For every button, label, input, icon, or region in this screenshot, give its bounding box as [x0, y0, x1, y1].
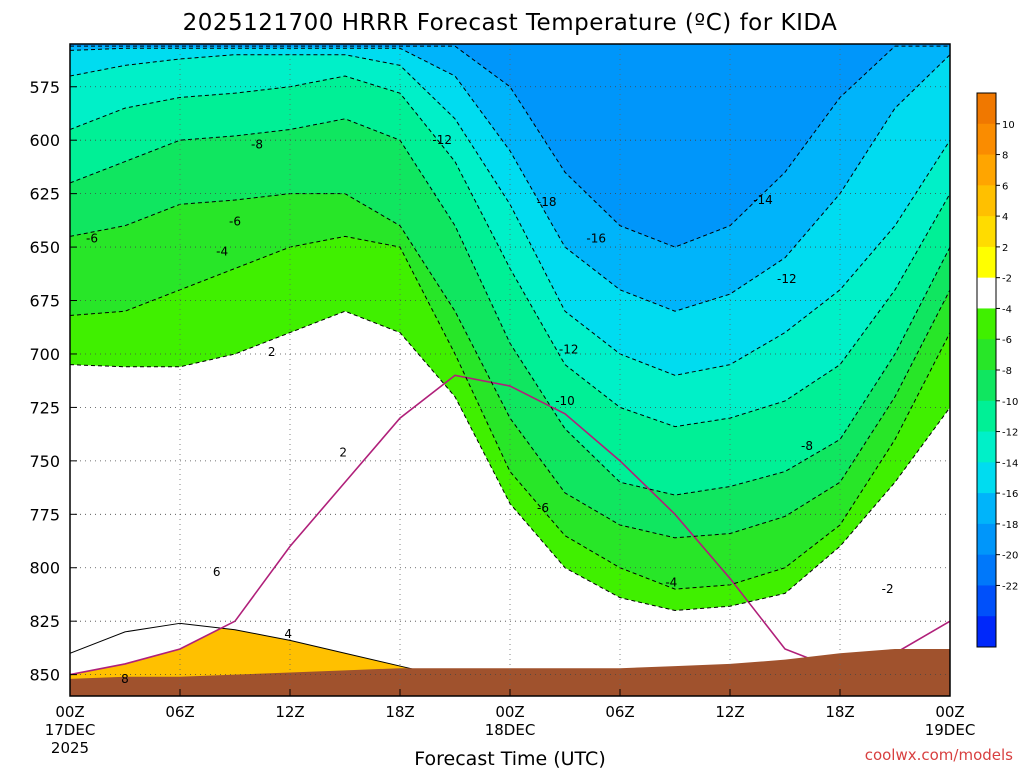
- contour-label: 4: [284, 627, 292, 641]
- colorbar-swatch: [977, 216, 996, 248]
- colorbar-label: 6: [1002, 181, 1008, 192]
- contour-label: 8: [121, 672, 129, 686]
- chart-title: 2025121700 HRRR Forecast Temperature (ºC…: [183, 10, 838, 36]
- colorbar-swatch: [977, 154, 996, 186]
- contour-label: -10: [555, 394, 575, 408]
- x-tick-date: 17DEC: [45, 721, 96, 739]
- y-tick-label: 725: [29, 398, 60, 417]
- watermark: coolwx.com/models: [865, 746, 1013, 764]
- contour-label: -18: [537, 195, 557, 209]
- colorbar-swatch: [977, 277, 996, 309]
- isotherm-line--6: [70, 193, 950, 539]
- isotherm-line--2: [70, 310, 950, 611]
- colorbar-label: -12: [1002, 428, 1018, 439]
- y-tick-label: 700: [29, 345, 60, 364]
- x-tick-label: 00Z: [55, 703, 84, 721]
- contour-labels: -8 -6 -6 -4 -12 -18 -16 -14 -12 -12 -10 -8 -6 -4 -2 2 2 6…: [86, 133, 894, 686]
- x-tick-date: 18DEC: [485, 721, 536, 739]
- colorbar-swatch: [977, 123, 996, 156]
- y-tick-label: 800: [29, 559, 60, 578]
- x-tick-year: 2025: [51, 739, 89, 757]
- x-tick-label: 06Z: [605, 703, 634, 721]
- colorbar-label: 10: [1002, 120, 1015, 131]
- contour-label: 2: [339, 445, 347, 459]
- y-tick-label: 850: [29, 666, 60, 685]
- colorbar-label: -6: [1002, 335, 1012, 346]
- colorbar-label: -8: [1002, 366, 1012, 377]
- x-axis-title: Forecast Time (UTC): [414, 748, 605, 768]
- y-axis: 575 600 625 650 675 700 725 750 775 800 825 850: [29, 78, 77, 685]
- contour-label: -6: [229, 214, 241, 228]
- x-tick-label: 06Z: [165, 703, 194, 721]
- colorbar-label: -4: [1002, 304, 1012, 315]
- colorbar-swatch: [977, 308, 996, 340]
- isotherm-line--10: [70, 75, 950, 428]
- y-tick-label: 750: [29, 452, 60, 471]
- colorbar-label: 4: [1002, 212, 1008, 223]
- y-tick-label: 675: [29, 292, 60, 311]
- isotherm-line--12: [70, 54, 950, 376]
- colorbar-label: -16: [1002, 489, 1018, 500]
- colorbar-swatch: [977, 431, 996, 463]
- contour-label: 6: [213, 565, 221, 579]
- contour-label: -4: [665, 576, 677, 590]
- x-tick-label: 18Z: [385, 703, 414, 721]
- colorbar-label: -10: [1002, 397, 1018, 408]
- contour-label: -2: [882, 582, 894, 596]
- x-tick-label: 12Z: [275, 703, 304, 721]
- y-tick-label: 775: [29, 505, 60, 524]
- colorbar-swatch: [977, 246, 996, 279]
- y-tick-label: 825: [29, 612, 60, 631]
- contour-label: -12: [559, 343, 579, 357]
- isotherm-line--14: [70, 47, 950, 312]
- colorbar-swatch: [977, 523, 996, 556]
- colorbar-swatch: [977, 400, 996, 433]
- colorbar-label: 8: [1002, 151, 1008, 162]
- colorbar-swatch: [977, 339, 996, 371]
- colorbar-swatch: [977, 185, 996, 217]
- x-tick-label: 00Z: [935, 703, 964, 721]
- x-tick-label: 18Z: [825, 703, 854, 721]
- colorbar: 10 8 6 4 2 -2 -4 -6 -8 -10 -12 -14 -16 -18 -20 -22: [976, 92, 1018, 648]
- colorbar-swatch: [977, 616, 996, 648]
- y-tick-label: 575: [29, 78, 60, 97]
- y-tick-label: 600: [29, 131, 60, 150]
- contour-label: -14: [753, 193, 773, 207]
- colorbar-label: -22: [1002, 581, 1018, 592]
- colorbar-label: -14: [1002, 458, 1018, 469]
- contour-label: -12: [432, 133, 452, 147]
- x-tick-label: 12Z: [715, 703, 744, 721]
- colorbar-swatch: [977, 93, 996, 125]
- contour-label: -16: [586, 232, 606, 246]
- colorbar-swatch: [977, 554, 996, 586]
- x-tick-date: 19DEC: [925, 721, 976, 739]
- colorbar-label: -18: [1002, 520, 1018, 531]
- contour-label: -6: [537, 501, 549, 515]
- y-tick-label: 650: [29, 238, 60, 257]
- contour-label: 2: [268, 345, 276, 359]
- isotherm-line--16: [70, 45, 950, 248]
- colorbar-label: -20: [1002, 551, 1018, 562]
- contour-label: -12: [777, 272, 797, 286]
- colorbar-swatch: [977, 493, 996, 525]
- contour-label: -6: [86, 232, 98, 246]
- colorbar-label: -2: [1002, 274, 1012, 285]
- x-tick-label: 00Z: [495, 703, 524, 721]
- isotherm-line-0: [70, 374, 950, 676]
- colorbar-swatch: [977, 370, 996, 402]
- colorbar-label: 2: [1002, 243, 1008, 254]
- contour-label: -8: [801, 439, 813, 453]
- colorbar-swatch: [977, 462, 996, 494]
- isotherm-line--8: [70, 118, 950, 496]
- contour-label: -8: [251, 137, 263, 151]
- colorbar-swatch: [977, 585, 996, 617]
- y-tick-label: 625: [29, 185, 60, 204]
- contour-label: -4: [216, 244, 228, 258]
